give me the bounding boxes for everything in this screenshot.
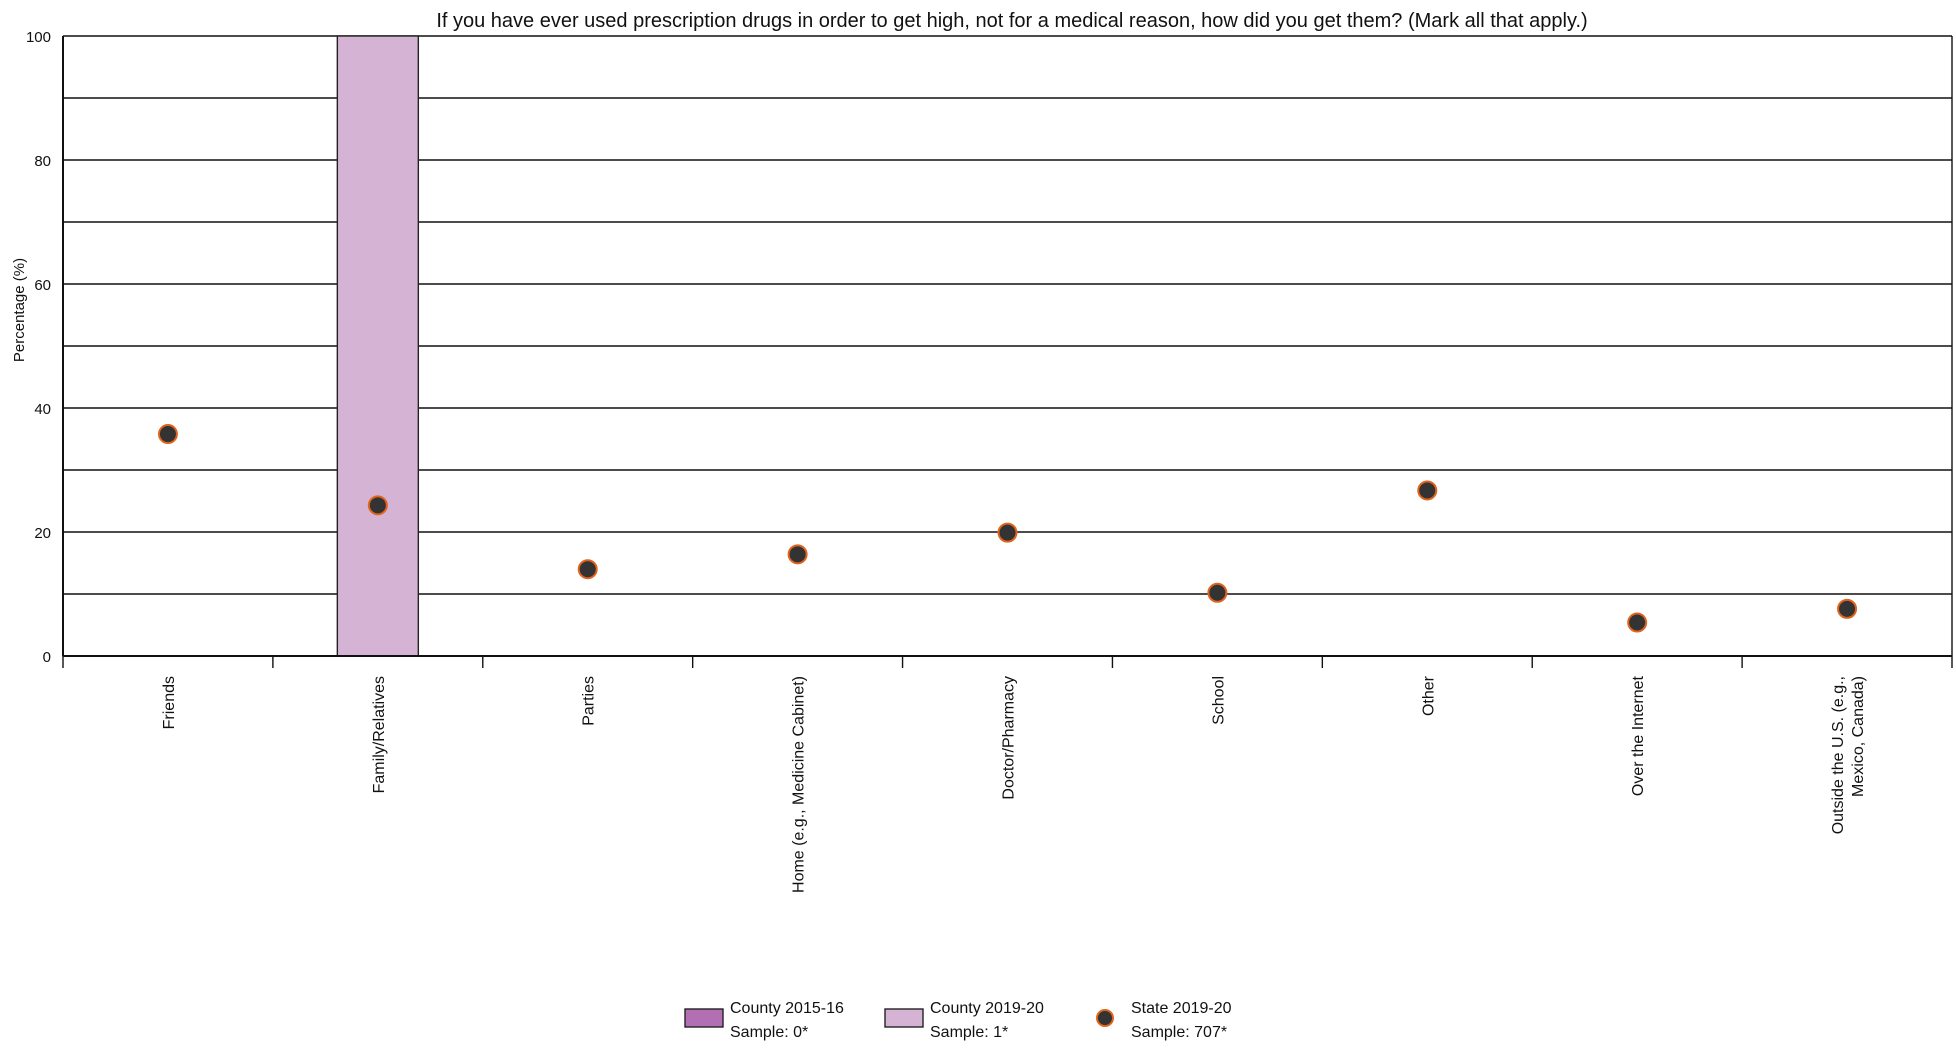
axes: 0 20 40 60 80 100 Friends Family/Relatives Parti… — [26, 29, 1953, 893]
x-tick-label: Doctor/Pharmacy — [1001, 676, 1018, 800]
x-tick-label: Home (e.g., Medicine Cabinet) — [791, 676, 808, 893]
legend-series-name: County 2015-16 — [730, 1000, 844, 1017]
bar-county-2019-20 — [336, 35, 420, 657]
y-tick-label: 20 — [34, 525, 51, 542]
legend-swatch — [1096, 1009, 1114, 1027]
state-point — [997, 522, 1018, 543]
state-point — [577, 559, 598, 580]
legend-swatch — [884, 1008, 924, 1028]
legend: County 2015-16 Sample: 0* County 2019-20 Sa… — [684, 1000, 1232, 1041]
state-point — [1837, 598, 1858, 619]
y-axis-label: Percentage (%) — [11, 258, 28, 362]
legend-series-name: State 2019-20 — [1131, 1000, 1232, 1017]
state-point — [157, 424, 178, 445]
state-points — [157, 424, 1858, 633]
x-tick-label: Over the Internet — [1630, 675, 1647, 796]
legend-swatch — [684, 1008, 724, 1028]
x-tick-label: Parties — [581, 676, 598, 726]
legend-item: State 2019-20 Sample: 707* — [1096, 1000, 1232, 1041]
legend-item: County 2015-16 Sample: 0* — [684, 1000, 844, 1041]
state-point — [787, 544, 808, 565]
x-tick-label: Family/Relatives — [371, 676, 388, 793]
y-tick-label: 60 — [34, 277, 51, 294]
legend-sample-label: Sample: 0* — [730, 1024, 808, 1041]
x-tick-label: Other — [1420, 675, 1437, 716]
legend-series-name: County 2019-20 — [930, 1000, 1044, 1017]
x-tick-label: School — [1210, 676, 1227, 725]
legend-sample-label: Sample: 1* — [930, 1024, 1008, 1041]
y-tick-label: 100 — [26, 29, 51, 46]
chart-title: If you have ever used prescription drugs… — [436, 10, 1587, 32]
x-tick-label: Outside the U.S. (e.g., Mexico, Canada) — [1830, 676, 1867, 834]
y-tick-label: 0 — [43, 649, 51, 666]
state-point — [367, 495, 388, 516]
legend-item: County 2019-20 Sample: 1* — [884, 1000, 1044, 1041]
state-point — [1417, 480, 1438, 501]
x-tick-label: Friends — [161, 676, 178, 729]
y-tick-label: 80 — [34, 153, 51, 170]
bars — [336, 35, 420, 657]
state-point — [1627, 612, 1648, 633]
y-tick-label: 40 — [34, 401, 51, 418]
state-point — [1207, 582, 1228, 603]
legend-sample-label: Sample: 707* — [1131, 1024, 1227, 1041]
